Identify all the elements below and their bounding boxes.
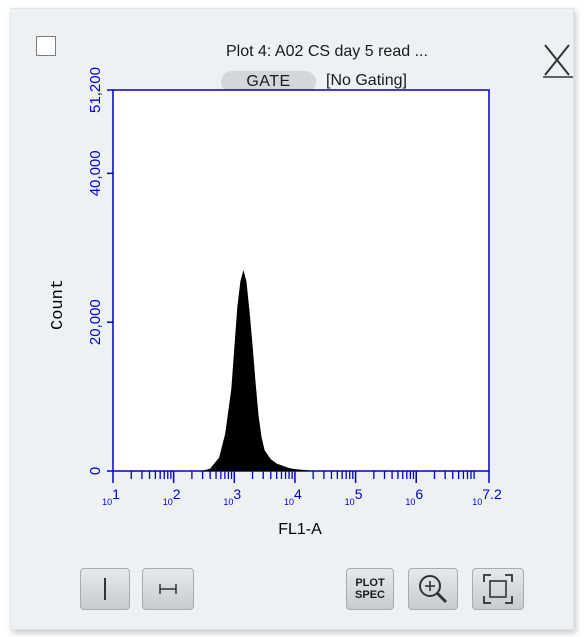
- x-axis-minor-ticks: [130, 471, 475, 479]
- x-tick-label: 105: [345, 486, 363, 507]
- plot-area: [112, 89, 490, 472]
- x-tick-label: 101: [102, 486, 120, 507]
- y-tick-label: 20,000: [87, 299, 104, 345]
- range-gate-icon: [159, 584, 177, 594]
- plot-spec-line2: SPEC: [355, 589, 385, 601]
- gating-status: [No Gating]: [326, 72, 407, 89]
- gate-button[interactable]: GATE: [221, 71, 316, 93]
- close-icon[interactable]: [539, 39, 575, 79]
- y-axis-ticks: 0 20,000 40,000 51,200: [87, 67, 113, 475]
- y-axis-label: Count: [49, 279, 68, 330]
- vertical-gate-icon: [104, 578, 106, 600]
- zoom-in-button[interactable]: [408, 568, 458, 610]
- range-gate-button[interactable]: [142, 568, 194, 610]
- x-axis-ticks: 101 102 103 104 105 106 107.2: [102, 471, 502, 507]
- y-tick-label: 40,000: [87, 150, 104, 196]
- x-tick-label: 107.2: [472, 486, 502, 507]
- fit-view-icon: [483, 574, 513, 604]
- x-tick-label: 106: [405, 486, 423, 507]
- x-tick-label: 104: [284, 486, 302, 507]
- plot-title: Plot 4: A02 CS day 5 read ...: [226, 43, 428, 60]
- y-tick-label: 0: [87, 467, 104, 475]
- y-tick-label: 51,200: [87, 67, 104, 113]
- x-axis-label: FL1-A: [278, 521, 322, 538]
- x-tick-label: 103: [223, 486, 241, 507]
- plot-spec-label: PLOT SPEC: [355, 577, 385, 601]
- vertical-gate-button[interactable]: [80, 568, 130, 610]
- plot-spec-line1: PLOT: [355, 577, 385, 589]
- select-checkbox[interactable]: [36, 36, 56, 56]
- fit-view-button[interactable]: [472, 568, 524, 610]
- x-tick-label: 102: [163, 486, 181, 507]
- histogram-area: [200, 270, 320, 471]
- plot-spec-button[interactable]: PLOT SPEC: [346, 568, 394, 610]
- zoom-in-icon: [419, 575, 448, 604]
